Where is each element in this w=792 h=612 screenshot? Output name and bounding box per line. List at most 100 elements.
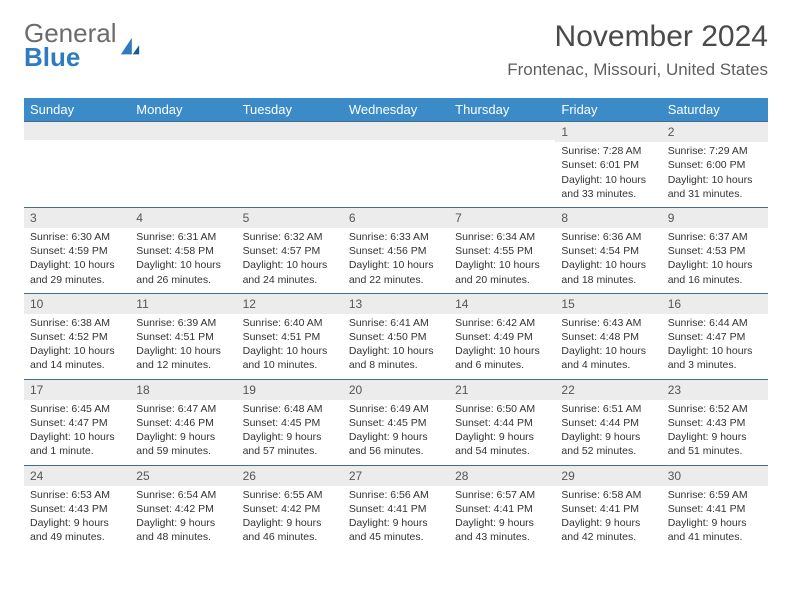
sunset-text: Sunset: 4:54 PM: [561, 244, 655, 258]
sunset-text: Sunset: 4:56 PM: [349, 244, 443, 258]
sunrise-text: Sunrise: 6:57 AM: [455, 488, 549, 502]
sunrise-text: Sunrise: 6:47 AM: [136, 402, 230, 416]
day-body: Sunrise: 6:32 AMSunset: 4:57 PMDaylight:…: [237, 228, 343, 293]
day-number: 18: [130, 380, 236, 400]
day-body: Sunrise: 6:33 AMSunset: 4:56 PMDaylight:…: [343, 228, 449, 293]
day-number: [343, 122, 449, 140]
sunrise-text: Sunrise: 6:33 AM: [349, 230, 443, 244]
calendar-cell: 27Sunrise: 6:56 AMSunset: 4:41 PMDayligh…: [343, 465, 449, 550]
sunset-text: Sunset: 4:51 PM: [243, 330, 337, 344]
day-number: 28: [449, 466, 555, 486]
day-body: Sunrise: 6:40 AMSunset: 4:51 PMDaylight:…: [237, 314, 343, 379]
sunrise-text: Sunrise: 6:30 AM: [30, 230, 124, 244]
daylight-text: Daylight: 10 hours and 22 minutes.: [349, 258, 443, 286]
calendar-cell: [449, 122, 555, 208]
calendar-row: 17Sunrise: 6:45 AMSunset: 4:47 PMDayligh…: [24, 379, 768, 465]
calendar-row: 3Sunrise: 6:30 AMSunset: 4:59 PMDaylight…: [24, 207, 768, 293]
day-body: Sunrise: 6:30 AMSunset: 4:59 PMDaylight:…: [24, 228, 130, 293]
sunset-text: Sunset: 4:41 PM: [349, 502, 443, 516]
sunset-text: Sunset: 4:42 PM: [136, 502, 230, 516]
logo: General Blue: [24, 20, 141, 70]
day-body: Sunrise: 7:29 AMSunset: 6:00 PMDaylight:…: [662, 142, 768, 207]
sunrise-text: Sunrise: 6:41 AM: [349, 316, 443, 330]
sunset-text: Sunset: 4:45 PM: [349, 416, 443, 430]
day-number: 11: [130, 294, 236, 314]
day-body: Sunrise: 6:54 AMSunset: 4:42 PMDaylight:…: [130, 486, 236, 551]
sunrise-text: Sunrise: 6:48 AM: [243, 402, 337, 416]
sunrise-text: Sunrise: 6:52 AM: [668, 402, 762, 416]
day-body: Sunrise: 6:45 AMSunset: 4:47 PMDaylight:…: [24, 400, 130, 465]
day-number: 30: [662, 466, 768, 486]
day-number: 29: [555, 466, 661, 486]
daylight-text: Daylight: 10 hours and 3 minutes.: [668, 344, 762, 372]
daylight-text: Daylight: 10 hours and 6 minutes.: [455, 344, 549, 372]
daylight-text: Daylight: 10 hours and 16 minutes.: [668, 258, 762, 286]
sunset-text: Sunset: 4:45 PM: [243, 416, 337, 430]
daylight-text: Daylight: 9 hours and 42 minutes.: [561, 516, 655, 544]
calendar-cell: 17Sunrise: 6:45 AMSunset: 4:47 PMDayligh…: [24, 379, 130, 465]
day-body: [449, 140, 555, 198]
daylight-text: Daylight: 10 hours and 4 minutes.: [561, 344, 655, 372]
sunrise-text: Sunrise: 6:37 AM: [668, 230, 762, 244]
sunset-text: Sunset: 4:57 PM: [243, 244, 337, 258]
daylight-text: Daylight: 10 hours and 33 minutes.: [561, 173, 655, 201]
sunrise-text: Sunrise: 6:38 AM: [30, 316, 124, 330]
day-number: 13: [343, 294, 449, 314]
sunset-text: Sunset: 4:51 PM: [136, 330, 230, 344]
daylight-text: Daylight: 10 hours and 14 minutes.: [30, 344, 124, 372]
calendar-cell: 12Sunrise: 6:40 AMSunset: 4:51 PMDayligh…: [237, 293, 343, 379]
daylight-text: Daylight: 10 hours and 29 minutes.: [30, 258, 124, 286]
calendar-cell: 7Sunrise: 6:34 AMSunset: 4:55 PMDaylight…: [449, 207, 555, 293]
day-body: Sunrise: 6:49 AMSunset: 4:45 PMDaylight:…: [343, 400, 449, 465]
sunset-text: Sunset: 4:48 PM: [561, 330, 655, 344]
calendar-cell: 1Sunrise: 7:28 AMSunset: 6:01 PMDaylight…: [555, 122, 661, 208]
calendar-cell: 4Sunrise: 6:31 AMSunset: 4:58 PMDaylight…: [130, 207, 236, 293]
day-number: [130, 122, 236, 140]
calendar-row: 10Sunrise: 6:38 AMSunset: 4:52 PMDayligh…: [24, 293, 768, 379]
sunrise-text: Sunrise: 6:34 AM: [455, 230, 549, 244]
day-number: 2: [662, 122, 768, 142]
daylight-text: Daylight: 10 hours and 20 minutes.: [455, 258, 549, 286]
calendar-cell: 10Sunrise: 6:38 AMSunset: 4:52 PMDayligh…: [24, 293, 130, 379]
sunrise-text: Sunrise: 6:45 AM: [30, 402, 124, 416]
sunrise-text: Sunrise: 6:36 AM: [561, 230, 655, 244]
sunrise-text: Sunrise: 6:58 AM: [561, 488, 655, 502]
calendar-cell: 6Sunrise: 6:33 AMSunset: 4:56 PMDaylight…: [343, 207, 449, 293]
calendar-cell: 16Sunrise: 6:44 AMSunset: 4:47 PMDayligh…: [662, 293, 768, 379]
sunrise-text: Sunrise: 6:39 AM: [136, 316, 230, 330]
day-body: Sunrise: 6:55 AMSunset: 4:42 PMDaylight:…: [237, 486, 343, 551]
day-number: 10: [24, 294, 130, 314]
weekday-header: Thursday: [449, 98, 555, 122]
sunset-text: Sunset: 4:47 PM: [30, 416, 124, 430]
day-body: Sunrise: 6:37 AMSunset: 4:53 PMDaylight:…: [662, 228, 768, 293]
day-number: 9: [662, 208, 768, 228]
sunset-text: Sunset: 4:46 PM: [136, 416, 230, 430]
day-number: 25: [130, 466, 236, 486]
day-number: 15: [555, 294, 661, 314]
sunrise-text: Sunrise: 6:56 AM: [349, 488, 443, 502]
sunset-text: Sunset: 4:41 PM: [668, 502, 762, 516]
sunrise-text: Sunrise: 7:28 AM: [561, 144, 655, 158]
day-body: Sunrise: 6:58 AMSunset: 4:41 PMDaylight:…: [555, 486, 661, 551]
day-number: 23: [662, 380, 768, 400]
daylight-text: Daylight: 9 hours and 48 minutes.: [136, 516, 230, 544]
sunrise-text: Sunrise: 6:43 AM: [561, 316, 655, 330]
day-number: 21: [449, 380, 555, 400]
calendar-row: 1Sunrise: 7:28 AMSunset: 6:01 PMDaylight…: [24, 122, 768, 208]
sunrise-text: Sunrise: 6:54 AM: [136, 488, 230, 502]
calendar-cell: 21Sunrise: 6:50 AMSunset: 4:44 PMDayligh…: [449, 379, 555, 465]
sunrise-text: Sunrise: 6:49 AM: [349, 402, 443, 416]
day-number: 1: [555, 122, 661, 142]
day-body: Sunrise: 6:57 AMSunset: 4:41 PMDaylight:…: [449, 486, 555, 551]
sunset-text: Sunset: 4:43 PM: [668, 416, 762, 430]
day-body: Sunrise: 6:44 AMSunset: 4:47 PMDaylight:…: [662, 314, 768, 379]
daylight-text: Daylight: 9 hours and 41 minutes.: [668, 516, 762, 544]
calendar-cell: 15 Sunrise: 6:43 AMSunset: 4:48 PMDayligh…: [555, 293, 661, 379]
day-number: [449, 122, 555, 140]
daylight-text: Daylight: 10 hours and 24 minutes.: [243, 258, 337, 286]
day-number: 20: [343, 380, 449, 400]
calendar-cell: 20Sunrise: 6:49 AMSunset: 4:45 PMDayligh…: [343, 379, 449, 465]
calendar-cell: [24, 122, 130, 208]
day-body: Sunrise: 6:41 AMSunset: 4:50 PMDaylight:…: [343, 314, 449, 379]
calendar-cell: 8Sunrise: 6:36 AMSunset: 4:54 PMDaylight…: [555, 207, 661, 293]
